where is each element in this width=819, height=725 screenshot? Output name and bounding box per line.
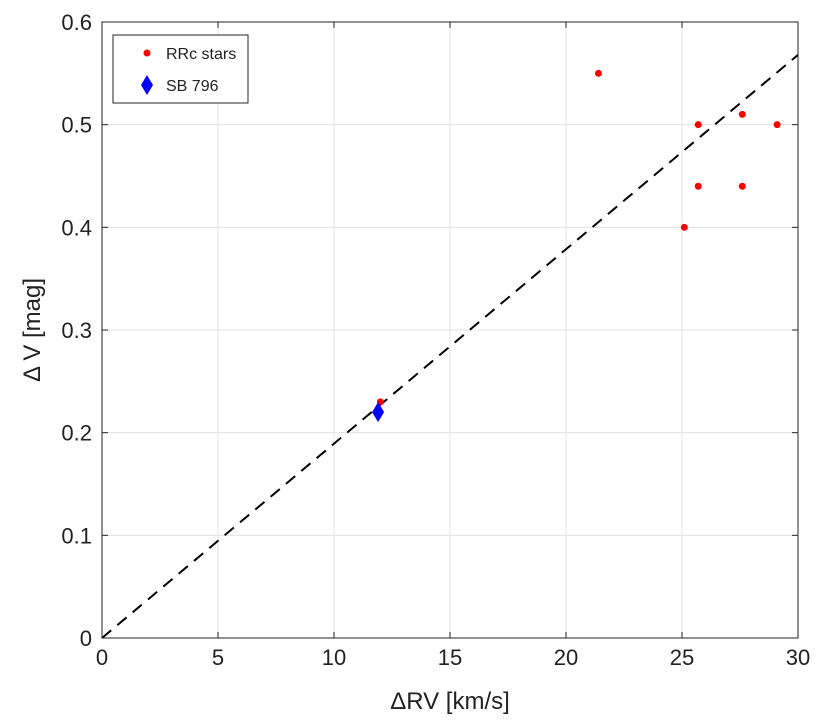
data-point-circle bbox=[694, 121, 702, 129]
x-tick-label: 15 bbox=[438, 645, 462, 670]
y-tick-label: 0.4 bbox=[61, 215, 92, 240]
x-tick-label: 10 bbox=[322, 645, 346, 670]
y-tick-label: 0.5 bbox=[61, 113, 92, 138]
data-point-circle bbox=[773, 121, 781, 129]
data-point-circle bbox=[680, 223, 688, 231]
legend: RRc stars SB 796 bbox=[112, 34, 249, 104]
points-layer bbox=[372, 69, 781, 423]
legend-label-sb-796: SB 796 bbox=[166, 78, 219, 95]
legend-marker-rrc-stars bbox=[143, 49, 151, 57]
legend-box bbox=[112, 34, 249, 104]
y-tick-label: 0 bbox=[80, 626, 92, 651]
data-point-circle bbox=[694, 182, 702, 190]
reference-line bbox=[101, 54, 799, 639]
y-axis-ticks: 0 0.1 0.2 0.3 0.4 0.5 0.6 bbox=[61, 10, 798, 651]
grid bbox=[101, 21, 799, 639]
data-point-circle bbox=[738, 110, 746, 118]
x-tick-label: 25 bbox=[670, 645, 694, 670]
x-tick-label: 0 bbox=[96, 645, 108, 670]
x-tick-label: 30 bbox=[786, 645, 810, 670]
y-tick-label: 0.6 bbox=[61, 10, 92, 35]
legend-marker-sb-796 bbox=[141, 75, 153, 95]
data-point-diamond bbox=[372, 402, 385, 423]
x-axis-ticks: 0 5 10 15 20 25 30 bbox=[96, 22, 810, 670]
y-tick-label: 0.1 bbox=[61, 523, 92, 548]
x-tick-label: 20 bbox=[554, 645, 578, 670]
data-point-circle bbox=[738, 182, 746, 190]
y-tick-label: 0.3 bbox=[61, 318, 92, 343]
y-tick-label: 0.2 bbox=[61, 421, 92, 446]
legend-label-rrc-stars: RRc stars bbox=[166, 46, 236, 63]
x-tick-label: 5 bbox=[212, 645, 224, 670]
data-point-circle bbox=[594, 69, 602, 77]
y-axis-label: Δ V [mag] bbox=[19, 278, 46, 382]
reference-line-layer bbox=[101, 54, 799, 639]
x-axis-label: ΔRV [km/s] bbox=[390, 688, 510, 715]
